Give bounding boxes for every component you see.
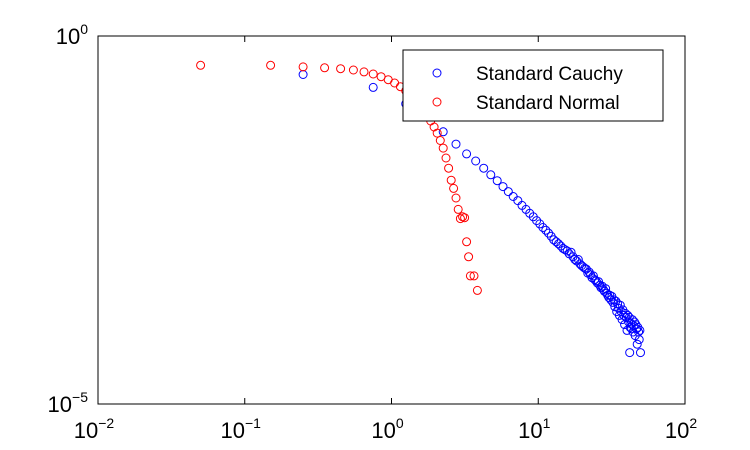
- data-point: [446, 175, 456, 185]
- x-tick-label: 100: [371, 415, 403, 443]
- data-point: [541, 225, 551, 235]
- x-tick-label: 102: [665, 415, 697, 443]
- data-point: [472, 285, 482, 295]
- data-point: [498, 182, 508, 192]
- data-point: [621, 312, 631, 322]
- data-point: [465, 271, 475, 281]
- data-point: [359, 67, 369, 77]
- data-point: [578, 262, 588, 272]
- data-point: [479, 163, 489, 173]
- data-point: [196, 60, 206, 70]
- x-tick-label: 10−2: [74, 415, 115, 443]
- data-point: [441, 153, 451, 163]
- data-point: [602, 288, 612, 298]
- data-point: [460, 213, 470, 223]
- data-point: [320, 63, 330, 73]
- data-point: [444, 163, 454, 173]
- data-point: [570, 255, 580, 264]
- data-point: [572, 256, 582, 266]
- legend-label: Standard Normal: [476, 93, 620, 114]
- data-point: [348, 65, 358, 75]
- data-point: [633, 322, 643, 332]
- legend: Standard Cauchy Standard Normal: [402, 49, 664, 122]
- data-point: [438, 143, 448, 153]
- legend-marker: [432, 97, 442, 107]
- data-point: [368, 82, 378, 92]
- x-tick-label: 101: [518, 415, 550, 443]
- data-point: [603, 290, 613, 300]
- data-point: [632, 339, 642, 349]
- data-point: [451, 139, 461, 149]
- data-point: [298, 62, 308, 72]
- data-point: [562, 246, 572, 256]
- data-point: [544, 228, 553, 238]
- data-point: [566, 247, 576, 257]
- series-standard-cauchy: [298, 70, 645, 358]
- data-point: [336, 64, 346, 74]
- data-point: [532, 216, 542, 226]
- data-point: [464, 252, 474, 262]
- y-tick-label: 10−5: [48, 389, 89, 417]
- legend-box: [402, 49, 664, 122]
- y-tick-label: 100: [56, 21, 88, 49]
- data-point: [601, 284, 611, 294]
- data-point: [619, 310, 629, 320]
- legend-marker: [432, 68, 442, 78]
- data-point: [492, 176, 502, 186]
- data-point: [629, 321, 639, 331]
- data-point: [538, 223, 548, 232]
- data-point: [625, 348, 635, 358]
- data-point: [462, 237, 472, 247]
- data-point: [462, 149, 472, 159]
- data-point: [368, 69, 378, 79]
- data-point: [455, 214, 465, 224]
- data-point: [449, 183, 459, 193]
- data-point: [615, 300, 625, 310]
- data-point: [606, 295, 616, 305]
- data-point: [469, 271, 479, 281]
- data-point: [438, 127, 448, 137]
- data-point: [453, 204, 463, 214]
- legend-label: Standard Cauchy: [476, 64, 623, 85]
- data-point: [624, 312, 634, 322]
- data-point: [435, 136, 445, 145]
- data-point: [451, 193, 461, 203]
- data-point: [636, 348, 645, 358]
- data-point: [554, 239, 563, 249]
- data-point: [432, 128, 442, 138]
- data-point: [588, 271, 598, 281]
- data-point: [635, 325, 645, 335]
- data-point: [581, 264, 591, 274]
- x-tick-label: 10−1: [221, 415, 262, 443]
- data-point: [634, 335, 644, 345]
- data-point: [503, 187, 513, 197]
- data-point: [471, 156, 481, 166]
- data-point: [266, 60, 276, 70]
- data-point: [486, 170, 496, 180]
- data-point: [622, 325, 632, 335]
